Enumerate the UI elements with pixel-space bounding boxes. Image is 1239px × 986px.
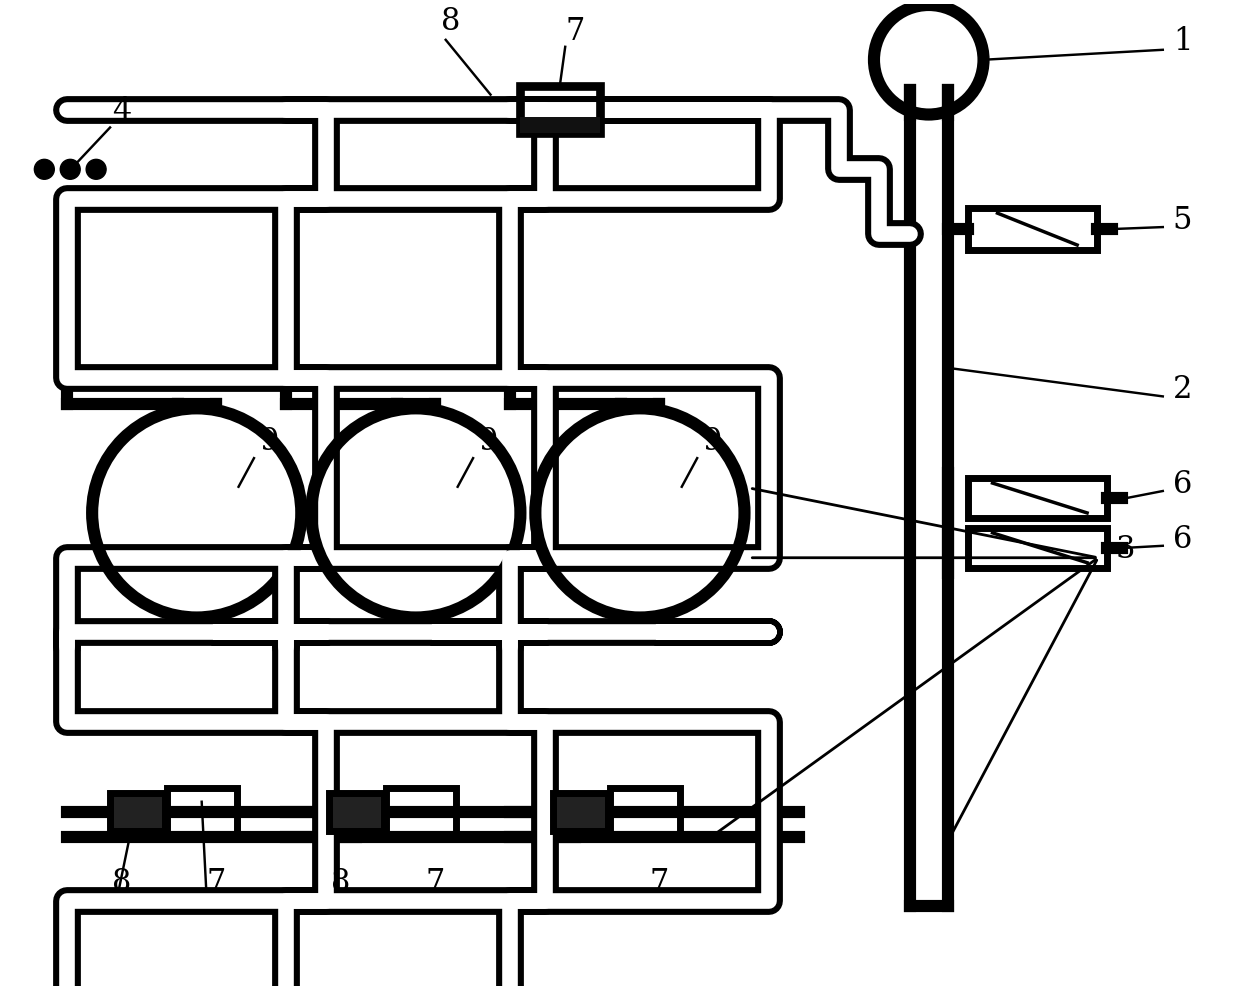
Bar <box>520 116 600 133</box>
Circle shape <box>35 160 55 179</box>
Text: 9: 9 <box>703 426 721 458</box>
Text: 7: 7 <box>565 16 585 46</box>
Bar <box>968 208 1097 250</box>
Bar <box>167 788 237 835</box>
Bar <box>520 86 600 133</box>
Text: 5: 5 <box>1173 205 1192 236</box>
Text: 9: 9 <box>478 426 497 458</box>
Bar <box>110 793 165 830</box>
Text: 7: 7 <box>426 868 445 898</box>
Bar <box>330 793 384 830</box>
Text: 6: 6 <box>1173 524 1192 555</box>
Bar <box>968 478 1106 518</box>
Text: 6: 6 <box>1173 469 1192 500</box>
Text: 4: 4 <box>112 96 131 126</box>
Text: 3: 3 <box>1116 533 1135 565</box>
Text: 8: 8 <box>331 868 351 898</box>
Circle shape <box>87 160 107 179</box>
Text: 9: 9 <box>259 426 279 458</box>
Text: 8: 8 <box>112 868 131 898</box>
Bar <box>554 793 608 830</box>
Text: 8: 8 <box>441 6 460 36</box>
Bar <box>968 528 1106 568</box>
Circle shape <box>61 160 81 179</box>
Bar <box>385 788 456 835</box>
Text: 7: 7 <box>207 868 225 898</box>
Bar <box>610 788 680 835</box>
Text: 7: 7 <box>650 868 669 898</box>
Text: 2: 2 <box>1173 375 1192 405</box>
Text: 1: 1 <box>1173 26 1192 57</box>
